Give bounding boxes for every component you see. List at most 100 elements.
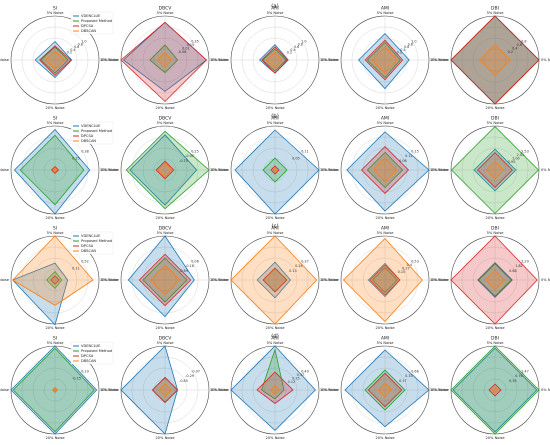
series-proposed-method bbox=[125, 130, 210, 210]
axis-label-right: 0% Noise bbox=[211, 388, 229, 392]
series-vdenclue bbox=[127, 235, 195, 318]
legend-box bbox=[70, 121, 114, 145]
axis-label-right: 0% Noise bbox=[321, 278, 339, 282]
tick-label: 0.2 bbox=[287, 51, 292, 55]
row-label-0: (a) bbox=[271, 4, 279, 10]
axis-label-left: 10% Noise bbox=[430, 278, 450, 282]
axis-label-bottom: 20% Noise bbox=[265, 436, 285, 440]
tick-label: 0.25 bbox=[292, 376, 300, 380]
tick-label: 0.52 bbox=[81, 260, 89, 264]
axis-label-left: 10% Noise bbox=[0, 278, 10, 282]
axis-label-right: 0% Noise bbox=[431, 278, 449, 282]
legend-entry: DBSCAN bbox=[81, 359, 96, 363]
axis-label-bottom: 20% Noise bbox=[155, 436, 175, 440]
tick-label: -0.29 bbox=[185, 374, 194, 378]
axis-label-left: 10% Noise bbox=[210, 168, 230, 172]
axis-label-top: 5% Noise bbox=[487, 121, 505, 125]
tick-label: 1.47 bbox=[521, 370, 529, 374]
series-proposed-method bbox=[262, 157, 288, 183]
axis-label-top: 5% Noise bbox=[377, 11, 395, 15]
tick-label: 0.12 bbox=[288, 380, 296, 384]
series-dbscan bbox=[377, 382, 393, 398]
tick-label: 1.00 bbox=[512, 156, 520, 160]
legend-box bbox=[70, 341, 114, 365]
series-dpcsa bbox=[270, 165, 280, 175]
tick-label: 0.49 bbox=[301, 370, 309, 374]
chart-title: DBCV bbox=[159, 336, 173, 342]
series-vdenclue bbox=[344, 349, 430, 428]
series-dpcsa bbox=[360, 145, 410, 195]
series-proposed-method bbox=[366, 41, 401, 79]
legend-entry: VDENCLUE bbox=[81, 124, 101, 128]
axis-label-left: 10% Noise bbox=[210, 278, 230, 282]
tick-label: 0.37 bbox=[301, 260, 309, 264]
axis-label-bottom: 20% Noise bbox=[375, 326, 395, 330]
axis-label-right: 0% Noise bbox=[321, 168, 339, 172]
tick-label: 0.2 bbox=[67, 51, 72, 55]
axis-label-bottom: 20% Noise bbox=[45, 326, 65, 330]
series-dpcsa bbox=[364, 39, 404, 81]
chart-title: ARI bbox=[271, 116, 279, 122]
series-dbscan bbox=[265, 51, 283, 69]
chart-title: AMI bbox=[381, 226, 389, 232]
axis-label-right: 0% Noise bbox=[101, 168, 119, 172]
chart-title: AMI bbox=[381, 336, 389, 342]
series-dpcsa bbox=[369, 264, 401, 296]
series-proposed-method bbox=[45, 270, 63, 290]
axis-label-top: 5% Noise bbox=[47, 231, 65, 235]
axis-label-top: 5% Noise bbox=[157, 231, 175, 235]
chart-title: SI bbox=[53, 116, 57, 122]
axis-label-left: 10% Noise bbox=[210, 388, 230, 392]
tick-label: 0.24 bbox=[295, 264, 303, 268]
legend-entry: Proposed Method bbox=[81, 349, 112, 353]
tick-label: 0.95 bbox=[508, 160, 516, 164]
tick-label: 0.13 bbox=[289, 269, 297, 273]
series-vdenclue bbox=[34, 40, 73, 79]
row-label-3: (d) bbox=[271, 334, 279, 340]
tick-label: 0.66 bbox=[411, 370, 419, 374]
tick-label: 0.06 bbox=[191, 260, 199, 264]
axis-label-left: 10% Noise bbox=[430, 388, 450, 392]
tick-label: 1.0 bbox=[81, 40, 86, 44]
series-proposed-method bbox=[450, 125, 540, 215]
tick-label: 0.25 bbox=[191, 150, 199, 154]
tick-label: -0.75 bbox=[179, 159, 188, 163]
legend-entry: DPCSA bbox=[81, 244, 94, 248]
axis-label-left: 10% Noise bbox=[0, 388, 10, 392]
chart-title: DBI bbox=[491, 226, 499, 232]
chart-title: AMI bbox=[381, 116, 389, 122]
axis-label-left: 10% Noise bbox=[0, 168, 10, 172]
series-dbscan bbox=[158, 383, 172, 397]
series-vdenclue bbox=[120, 345, 178, 435]
series-vdenclue bbox=[452, 347, 538, 433]
series-dbscan bbox=[52, 167, 58, 173]
row-label-1: (b) bbox=[271, 114, 279, 120]
series-proposed-method bbox=[12, 347, 95, 433]
tick-label: -0.07 bbox=[191, 370, 200, 374]
tick-label: 0.53 bbox=[411, 260, 419, 264]
axis-label-bottom: 20% Noise bbox=[265, 106, 285, 110]
chart-title: ARI bbox=[271, 226, 279, 232]
series-dbscan bbox=[491, 386, 499, 394]
legend-box bbox=[70, 11, 114, 35]
legend-entry: VDENCLUE bbox=[81, 234, 101, 238]
axis-label-right: 0% Noise bbox=[211, 168, 229, 172]
series-dpcsa bbox=[450, 15, 540, 105]
radar-3-0: SI5% Noise 0% Noise 20% Noise 10% Noise -0.1… bbox=[0, 336, 119, 441]
chart-title: DBCV bbox=[159, 226, 173, 232]
series-dpcsa bbox=[155, 160, 175, 180]
axis-label-top: 5% Noise bbox=[267, 11, 285, 15]
tick-label: 0.4 bbox=[290, 48, 295, 52]
legend-entry: DPCSA bbox=[81, 24, 94, 28]
series-proposed-method bbox=[366, 151, 404, 189]
tick-label: 0.27 bbox=[402, 266, 410, 270]
series-dbscan bbox=[12, 235, 94, 306]
